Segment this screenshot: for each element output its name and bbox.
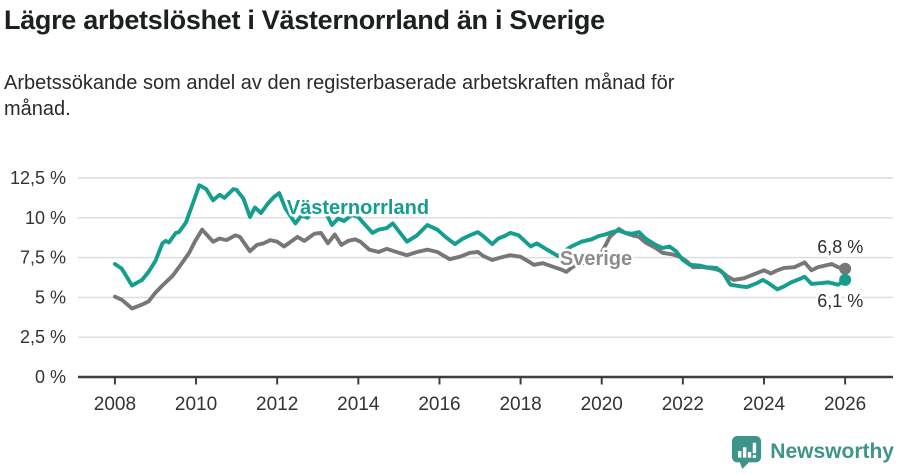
logo-exclamation-bar <box>753 442 757 454</box>
x-tick-label-2008: 2008 <box>94 394 136 415</box>
logo-bubble <box>732 436 762 463</box>
logo-bubble-tail <box>739 461 751 469</box>
y-tick-label-12-5-: 12,5 % <box>10 168 66 188</box>
x-tick-label-2024: 2024 <box>743 394 786 415</box>
brand-footer: Newsworthy <box>731 435 894 469</box>
y-tick-label-7-5-: 7,5 % <box>20 248 66 268</box>
y-tick-label-2-5-: 2,5 % <box>20 327 66 347</box>
x-tick-label-2020: 2020 <box>581 394 623 415</box>
newsworthy-brand: Newsworthy <box>770 440 894 463</box>
series-line-vasternorrland <box>112 183 848 292</box>
page-subtitle: Arbetssökande som andel av den registerb… <box>4 72 675 120</box>
x-tick-label-2012: 2012 <box>256 394 298 415</box>
y-tick-label-10-: 10 % <box>25 208 66 228</box>
x-tick-label-2010: 2010 <box>175 394 217 415</box>
logo-bar-3 <box>748 452 752 458</box>
series-label-sverige: Sverige <box>560 248 632 270</box>
y-tick-label-5-: 5 % <box>35 287 66 307</box>
end-value-label-sverige: 6,8 % <box>817 237 863 257</box>
page-title: Lägre arbetslöshet i Västernorrland än i… <box>4 5 605 35</box>
end-dot-sverige <box>839 262 852 275</box>
x-tick-label-2014: 2014 <box>337 394 380 415</box>
series-label-vasternorrland: Västernorrland <box>287 197 429 219</box>
end-value-label-vasternorrland: 6,1 % <box>817 291 863 311</box>
logo-bar-2 <box>743 447 747 458</box>
x-tick-label-2026: 2026 <box>824 394 866 415</box>
logo-bar-1 <box>738 451 742 458</box>
newsworthy-logo-icon <box>732 436 762 469</box>
x-tick-label-2016: 2016 <box>418 394 460 415</box>
x-tick-label-2018: 2018 <box>499 394 541 415</box>
end-dot-vasternorrland <box>839 273 852 286</box>
logo-exclamation-dot <box>753 455 757 459</box>
y-tick-label-0-: 0 % <box>35 367 66 387</box>
series-line-sverige <box>112 226 848 311</box>
x-tick-label-2022: 2022 <box>662 394 704 415</box>
